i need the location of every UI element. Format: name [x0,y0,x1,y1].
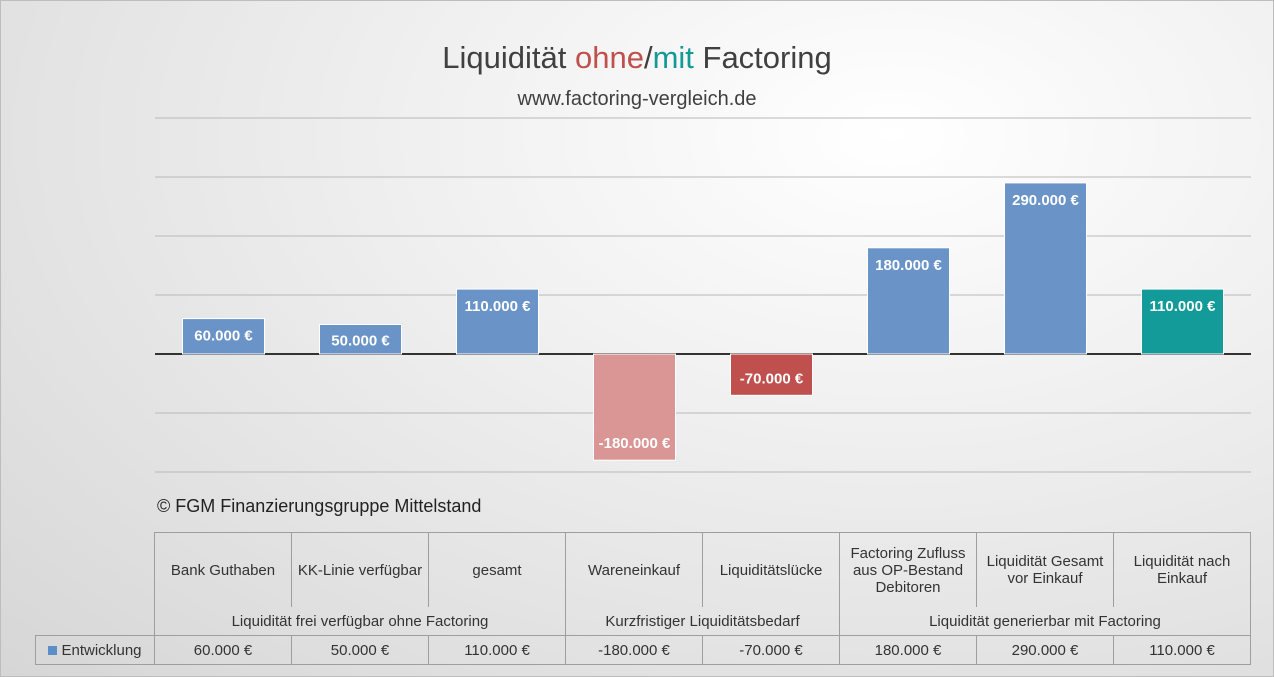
bar [1004,182,1087,355]
bar [593,353,676,461]
chart-title: Liquidität ohne/mit Factoring [442,40,832,75]
category-label: KK-Linie verfügbar [291,532,429,607]
data-label: 110.000 € [1150,298,1217,315]
bar [867,247,950,355]
table-value-cell: 110.000 € [1113,635,1251,665]
table-value-cell: 60.000 € [154,635,292,665]
legend-entry: Entwicklung [35,635,155,665]
copyright-text: © FGM Finanzierungsgruppe Mittelstand [157,496,482,516]
table-value-cell: 290.000 € [976,635,1114,665]
legend-key [48,646,58,656]
category-label: Wareneinkauf [565,532,703,607]
category-group-label: Liquidität frei verfügbar ohne Factoring [154,607,566,636]
category-label: Liquidität Gesamt vor Einkauf [976,532,1114,607]
data-label: 110.000 € [465,298,532,315]
data-label: 180.000 € [875,257,942,274]
chart-subtitle: www.factoring-vergleich.de [517,88,757,110]
data-label: -70.000 € [740,370,804,387]
table-corner [36,607,155,636]
category-group-label: Kurzfristiger Liquiditätsbedarf [565,607,840,636]
table-value-cell: 50.000 € [291,635,429,665]
bar [319,324,402,355]
bar [456,288,539,355]
data-label: 50.000 € [331,332,390,349]
table-corner [36,533,155,608]
category-label: Liquidität nach Einkauf [1113,532,1251,607]
bar [1141,288,1224,355]
data-table: Bank Guthaben KK-Linie verfügbar gesamt War… [35,532,1251,665]
table-value-cell: -180.000 € [565,635,703,665]
bar [182,318,265,355]
category-label: gesamt [428,532,566,607]
legend-label: Entwicklung [61,641,142,659]
category-label: Liquiditätslücke [702,532,840,607]
category-label: Bank Guthaben [154,532,292,607]
category-label: Factoring Zufluss aus OP-Bestand Debitor… [839,532,977,607]
table-value-cell: 180.000 € [839,635,977,665]
data-label: 290.000 € [1012,192,1079,209]
bar [730,353,813,396]
data-label: 60.000 € [194,328,253,345]
table-value-cell: 110.000 € [428,635,566,665]
category-group-label: Liquidität generierbar mit Factoring [839,607,1251,636]
table-value-cell: -70.000 € [702,635,840,665]
data-label: -180.000 € [599,435,671,452]
